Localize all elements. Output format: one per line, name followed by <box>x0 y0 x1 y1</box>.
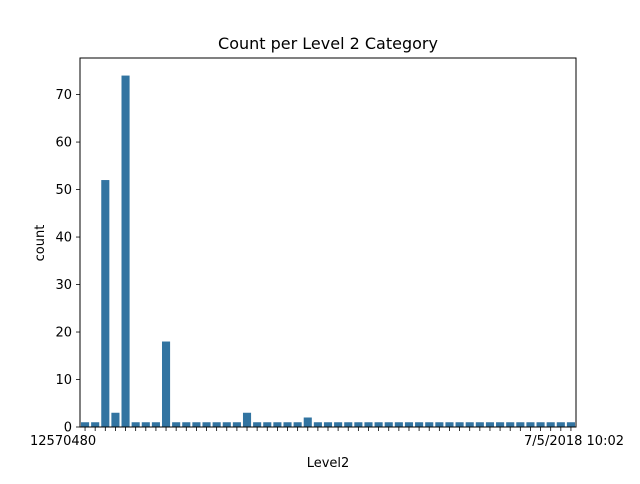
bar <box>283 422 292 427</box>
y-tick-label: 20 <box>55 326 72 341</box>
y-tick-label: 0 <box>64 421 72 436</box>
bar <box>263 422 272 427</box>
bar <box>546 422 555 427</box>
bar <box>121 75 130 427</box>
bar <box>506 422 515 427</box>
bar <box>273 422 282 427</box>
x-tick-label-fragment-left: 12570480 <box>30 434 96 449</box>
bar <box>253 422 262 427</box>
bar <box>111 412 120 427</box>
bar <box>465 422 474 427</box>
y-tick-label: 70 <box>55 88 72 103</box>
bar <box>354 422 363 427</box>
bar <box>374 422 383 427</box>
y-tick-label: 30 <box>55 278 72 293</box>
x-tick-label-fragment-right: 7/5/2018 10:02 <box>524 434 624 449</box>
bar <box>141 422 150 427</box>
bar <box>516 422 525 427</box>
bar <box>212 422 221 427</box>
bar <box>192 422 201 427</box>
bar <box>445 422 454 427</box>
bar <box>172 422 181 427</box>
bar <box>131 422 140 427</box>
bar <box>526 422 535 427</box>
bar <box>202 422 211 427</box>
bar <box>242 412 252 427</box>
bar <box>232 422 241 427</box>
bar <box>303 417 312 427</box>
chart-title: Count per Level 2 Category <box>218 34 438 53</box>
bar <box>485 422 495 427</box>
bar <box>101 180 110 427</box>
bar <box>81 422 90 427</box>
bar <box>344 422 353 427</box>
plot-area <box>81 75 575 427</box>
bar <box>91 422 100 427</box>
bar <box>384 422 393 427</box>
y-axis-label: count <box>33 225 48 262</box>
y-tick-label: 40 <box>55 231 72 246</box>
x-axis-label: Level2 <box>307 456 350 471</box>
bar <box>313 422 322 427</box>
bar <box>394 422 403 427</box>
bar <box>455 422 464 427</box>
y-tick-label: 10 <box>55 373 72 388</box>
bar <box>151 422 160 427</box>
bar <box>475 422 484 427</box>
bar <box>222 422 231 427</box>
y-tick-label: 50 <box>55 183 72 198</box>
bar <box>435 422 444 427</box>
bar <box>415 422 424 427</box>
bar <box>182 422 191 427</box>
bar <box>425 422 434 427</box>
bar <box>364 422 373 427</box>
y-tick-label: 60 <box>55 136 72 151</box>
bar <box>566 422 575 427</box>
bar <box>161 341 171 427</box>
bar <box>323 422 333 427</box>
bar <box>556 422 565 427</box>
plot-frame <box>79 57 577 428</box>
x-axis: 12570480 7/5/2018 10:02 <box>30 427 624 449</box>
bar <box>404 422 414 427</box>
bar <box>293 422 302 427</box>
bar <box>334 422 343 427</box>
bar <box>496 422 505 427</box>
bar <box>536 422 545 427</box>
y-axis: 0 10 20 30 40 50 60 70 <box>55 88 80 436</box>
